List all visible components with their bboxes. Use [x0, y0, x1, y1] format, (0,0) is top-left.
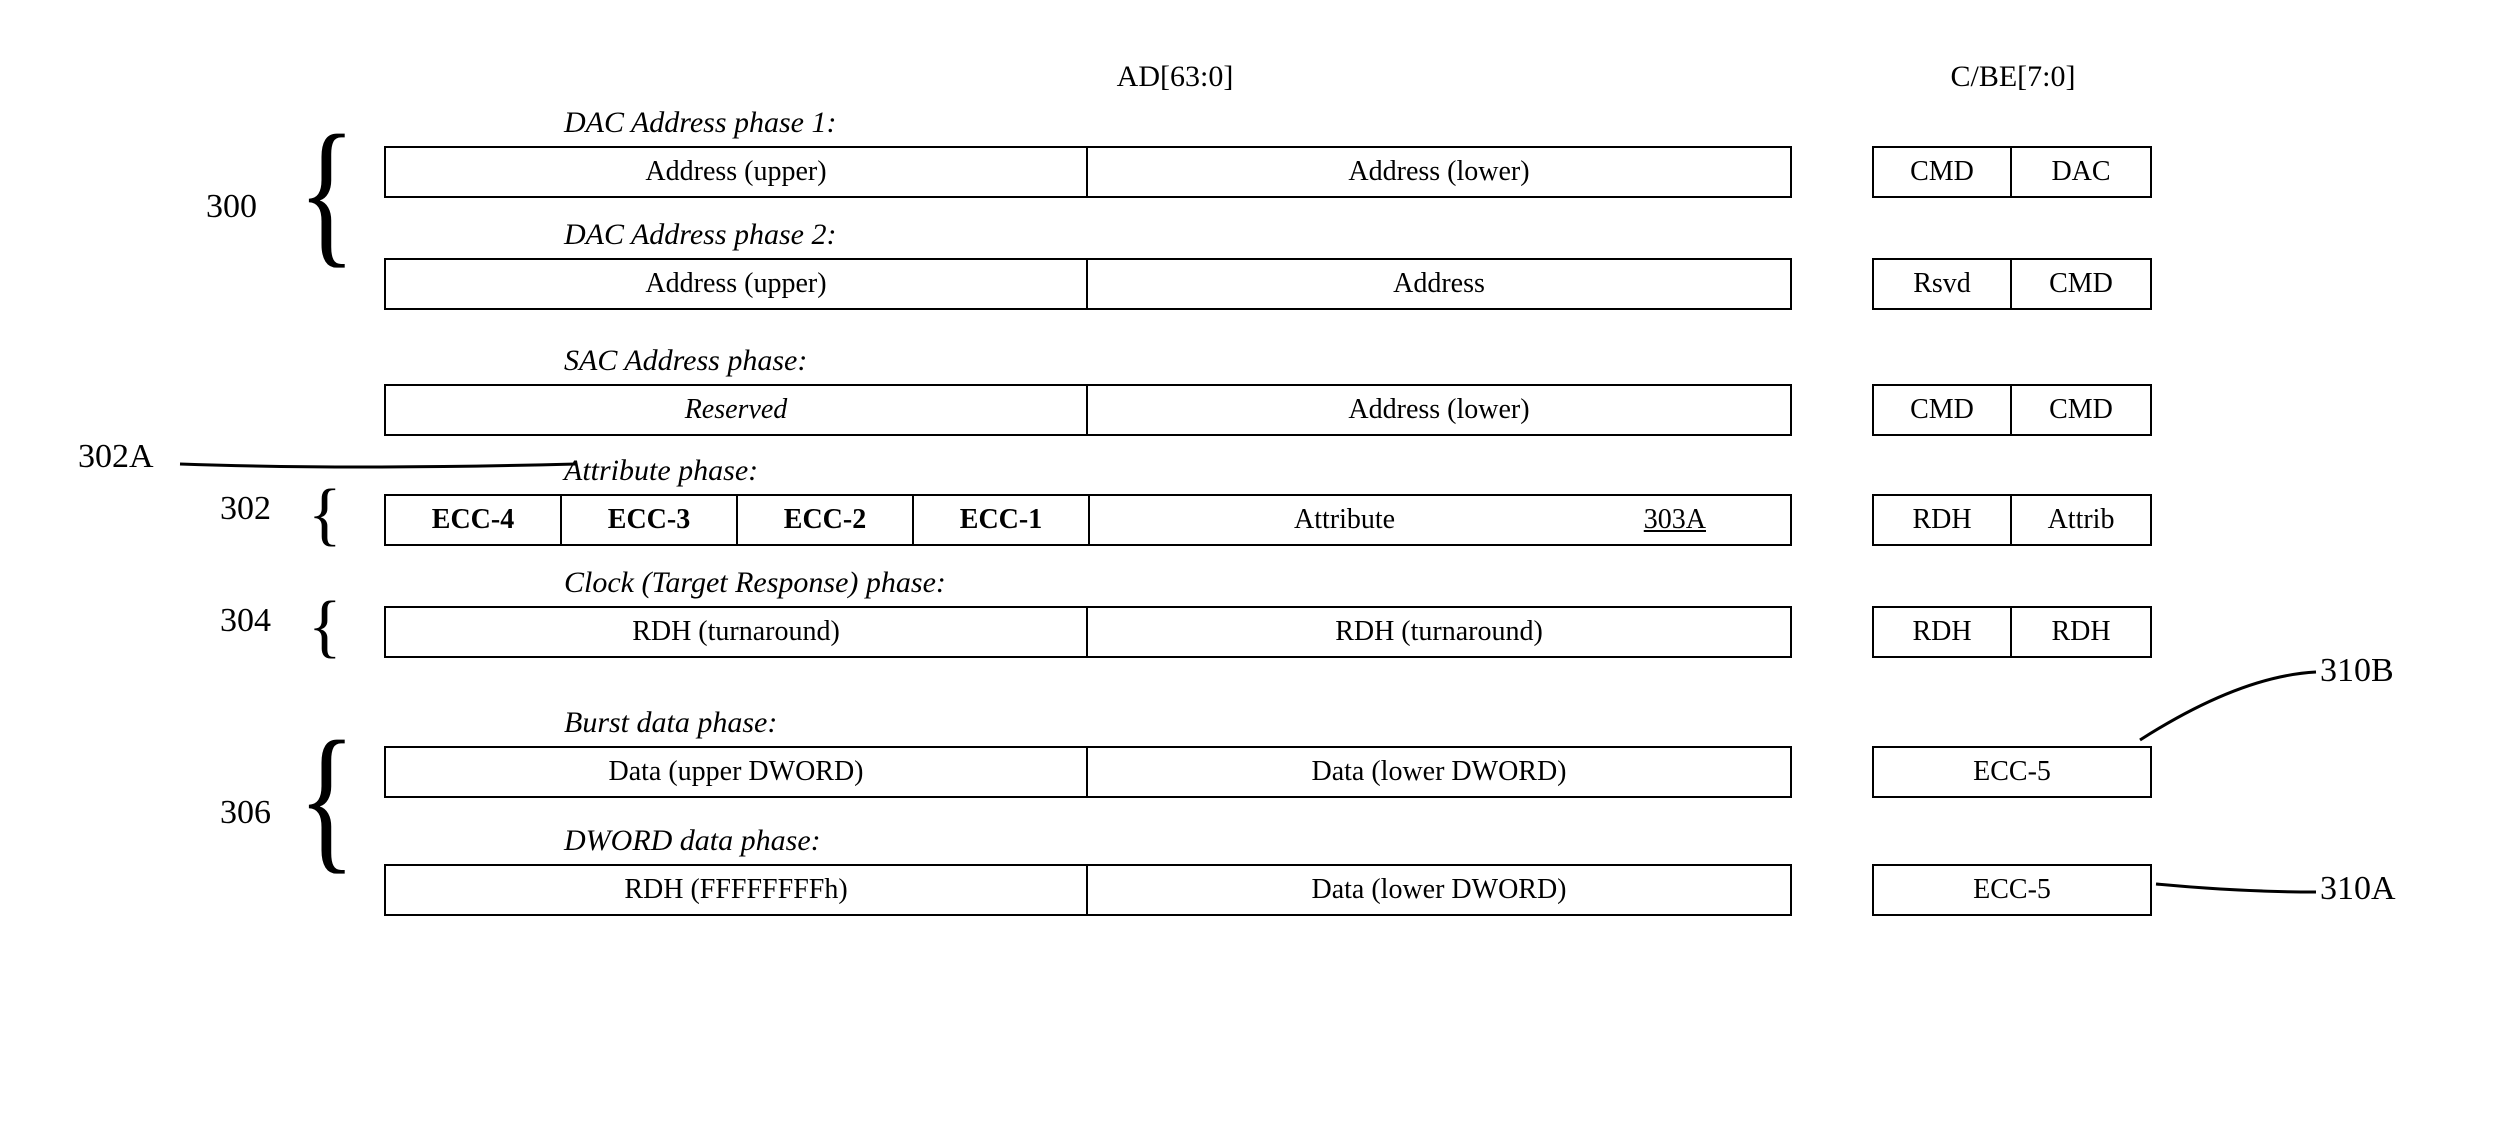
- attribute-label: Attribute: [1294, 504, 1395, 536]
- ecc-cell: ECC-2: [738, 496, 914, 544]
- cbe-bar: RsvdCMD: [1872, 258, 2152, 310]
- phase-title: DAC Address phase 1:: [564, 106, 837, 140]
- ad-cell: Reserved: [386, 386, 1088, 434]
- phase-title: Clock (Target Response) phase:: [564, 566, 946, 600]
- cbe-cell: CMD: [2012, 386, 2150, 434]
- annot-302: 302: [220, 490, 271, 528]
- cbe-cell: CMD: [1874, 386, 2012, 434]
- ad-cell: RDH (turnaround): [386, 608, 1088, 656]
- ad-bar: Address (upper)Address (lower): [384, 146, 1792, 198]
- ecc-cell: ECC-1: [914, 496, 1090, 544]
- cbe-bar: CMDDAC: [1872, 146, 2152, 198]
- phase-title: Attribute phase:: [564, 454, 758, 488]
- brace-306: {: [298, 717, 356, 879]
- ad-bar: RDH (turnaround)RDH (turnaround): [384, 606, 1792, 658]
- cbe-cell: CMD: [1874, 148, 2012, 196]
- attribute-ref: 303A: [1644, 504, 1706, 536]
- ad-bar: Address (upper)Address: [384, 258, 1792, 310]
- ecc-cell: ECC-3: [562, 496, 738, 544]
- cbe-cell: RDH: [1874, 496, 2012, 544]
- cbe-column-header: C/BE[7:0]: [1898, 60, 2128, 94]
- annot-310a: 310A: [2320, 870, 2396, 908]
- cbe-bar: CMDCMD: [1872, 384, 2152, 436]
- ad-cell: RDH (turnaround): [1088, 608, 1790, 656]
- cbe-cell: ECC-5: [1874, 748, 2150, 796]
- annot-300: 300: [206, 188, 257, 226]
- phase-title: DWORD data phase:: [564, 824, 821, 858]
- ad-bar: RDH (FFFFFFFFh)Data (lower DWORD): [384, 864, 1792, 916]
- annot-304: 304: [220, 602, 271, 640]
- cbe-cell: ECC-5: [1874, 866, 2150, 914]
- cbe-cell: RDH: [1874, 608, 2012, 656]
- annot-302a: 302A: [78, 438, 154, 476]
- cbe-cell: DAC: [2012, 148, 2150, 196]
- brace-300: {: [298, 111, 356, 273]
- ad-bar: ReservedAddress (lower): [384, 384, 1792, 436]
- phase-title: Burst data phase:: [564, 706, 777, 740]
- cbe-cell: Attrib: [2012, 496, 2150, 544]
- ad-bar: ECC-4ECC-3ECC-2ECC-1 Attribute 303A: [384, 494, 1792, 546]
- phase-title: DAC Address phase 2:: [564, 218, 837, 252]
- ad-column-header: AD[63:0]: [1075, 60, 1275, 94]
- attribute-cell: Attribute 303A: [1090, 496, 1790, 544]
- annot-306: 306: [220, 794, 271, 832]
- cbe-cell: Rsvd: [1874, 260, 2012, 308]
- ad-cell: RDH (FFFFFFFFh): [386, 866, 1088, 914]
- ad-cell: Address (upper): [386, 148, 1088, 196]
- ad-cell: Data (lower DWORD): [1088, 748, 1790, 796]
- brace-304: {: [308, 592, 342, 662]
- cbe-bar: ECC-5: [1872, 746, 2152, 798]
- callout-lines: [20, 40, 2516, 1104]
- cbe-bar: ECC-5: [1872, 864, 2152, 916]
- cbe-bar: RDHRDH: [1872, 606, 2152, 658]
- ad-cell: Address (lower): [1088, 386, 1790, 434]
- brace-302: {: [308, 480, 342, 550]
- annot-310b: 310B: [2320, 652, 2394, 690]
- phase-title: SAC Address phase:: [564, 344, 807, 378]
- ad-cell: Address (upper): [386, 260, 1088, 308]
- ad-cell: Data (upper DWORD): [386, 748, 1088, 796]
- cbe-cell: RDH: [2012, 608, 2150, 656]
- cbe-cell: CMD: [2012, 260, 2150, 308]
- ad-bar: Data (upper DWORD)Data (lower DWORD): [384, 746, 1792, 798]
- ecc-cell: ECC-4: [386, 496, 562, 544]
- ad-cell: Address (lower): [1088, 148, 1790, 196]
- ad-cell: Data (lower DWORD): [1088, 866, 1790, 914]
- ad-cell: Address: [1088, 260, 1790, 308]
- cbe-bar: RDHAttrib: [1872, 494, 2152, 546]
- bus-phase-diagram: AD[63:0] C/BE[7:0] DAC Address phase 1: A…: [20, 40, 2516, 1104]
